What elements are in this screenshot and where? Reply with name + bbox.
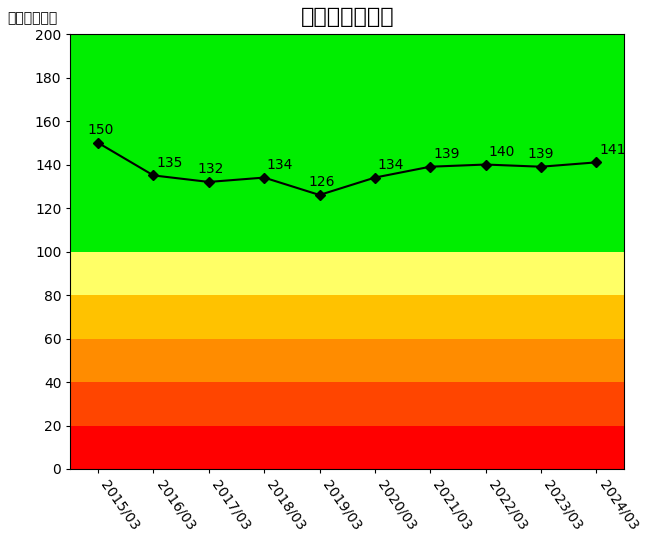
Bar bbox=[70, 34, 624, 252]
Text: 140: 140 bbox=[488, 145, 515, 159]
Text: 139: 139 bbox=[433, 147, 460, 161]
Text: 141: 141 bbox=[599, 143, 625, 157]
Bar bbox=[70, 382, 624, 426]
Bar bbox=[70, 295, 624, 339]
Bar bbox=[70, 252, 624, 295]
Text: 150: 150 bbox=[87, 123, 113, 137]
Text: 139: 139 bbox=[527, 147, 554, 161]
Title: 企業力総合評価: 企業力総合評価 bbox=[300, 7, 394, 27]
Text: 134: 134 bbox=[378, 158, 404, 172]
Bar bbox=[70, 339, 624, 382]
Text: 134: 134 bbox=[267, 158, 293, 172]
Y-axis label: （ポイント）: （ポイント） bbox=[7, 11, 57, 25]
Bar bbox=[70, 426, 624, 469]
Text: 135: 135 bbox=[156, 156, 183, 170]
Text: 132: 132 bbox=[198, 162, 224, 176]
Text: 126: 126 bbox=[309, 176, 335, 190]
